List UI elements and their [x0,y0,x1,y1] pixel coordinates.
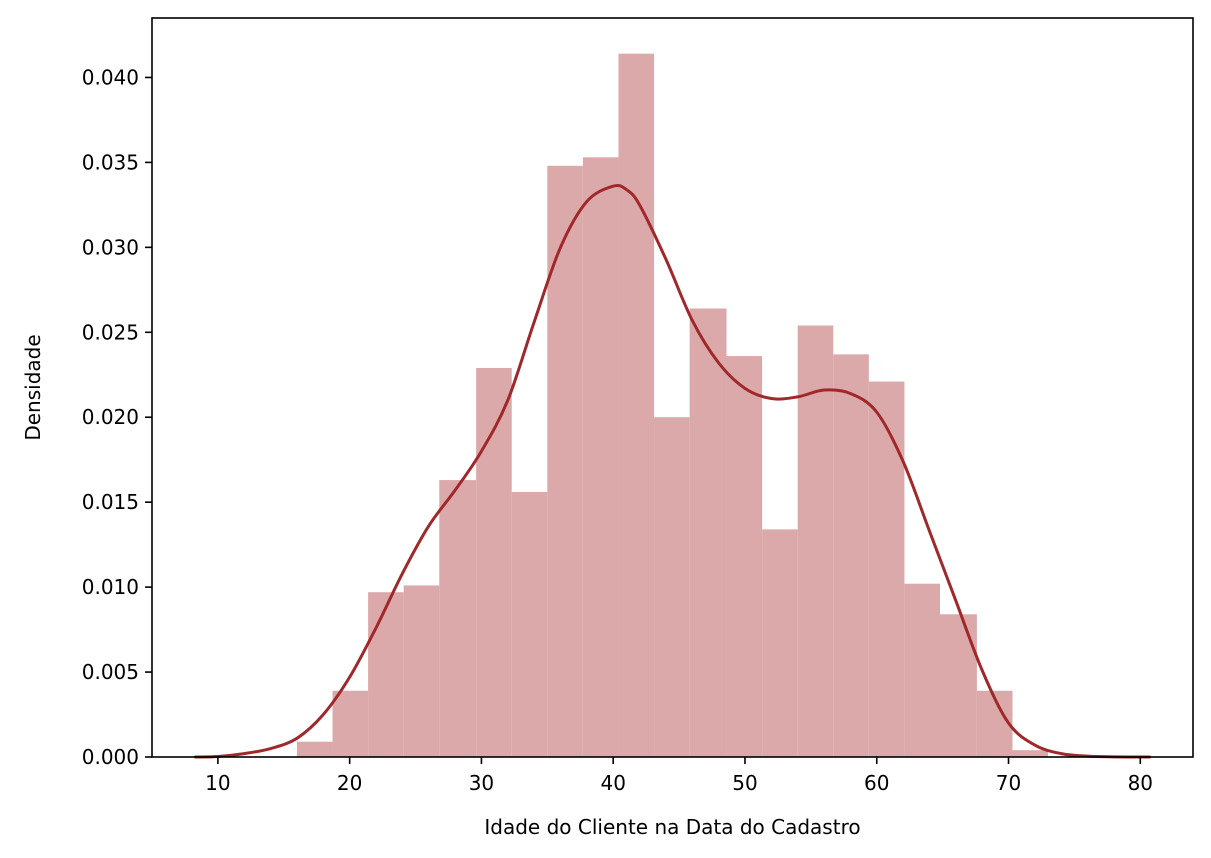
plot-frame [151,17,1194,758]
y-tick-label: 0.025 [82,320,139,344]
histogram-bar [439,480,477,757]
x-axis-label: Idade do Cliente na Data do Cadastro [484,815,860,839]
y-tick-label: 0.010 [82,575,139,599]
x-tick-label: 30 [469,771,494,795]
histogram-bar [904,583,940,757]
histogram-bar [797,325,834,757]
histogram-bar [762,529,798,757]
histogram-bar [403,585,440,757]
histogram-bar [1012,750,1049,757]
x-tick-label: 50 [732,771,757,795]
y-tick-label: 0.015 [82,490,139,514]
y-tick-label: 0.040 [82,65,139,89]
x-axis-ticks: 10 20 30 40 50 60 70 80 [205,757,1153,795]
y-tick-label: 0.035 [82,150,139,174]
kde-curve-layer [193,183,1152,759]
y-tick-label: 0.000 [82,745,139,769]
y-tick-label: 0.005 [82,660,139,684]
histogram-bar [582,157,619,758]
kde-density-line [193,183,1152,759]
histogram-bar [726,356,763,757]
y-tick-label: 0.030 [82,235,139,259]
histogram-bar [618,53,655,758]
histogram-bar [296,741,333,757]
x-tick-label: 40 [600,771,625,795]
histogram-bar [476,367,512,757]
histogram-bar [868,381,905,757]
histogram-bars [296,53,1049,758]
x-tick-label: 60 [864,771,889,795]
x-tick-label: 10 [205,771,230,795]
x-tick-label: 80 [1128,771,1153,795]
y-tick-label: 0.020 [82,405,139,429]
histogram-bar [654,417,690,757]
histogram-bar [833,354,869,757]
x-tick-label: 20 [337,771,362,795]
histogram-bar [939,614,977,757]
histogram-bar [368,592,404,757]
y-axis-label: Densidade [21,334,45,440]
histogram-bar [547,165,583,758]
histogram-bar [332,690,369,757]
histogram-bar [511,491,548,757]
y-axis-ticks: 0.000 0.005 0.010 0.015 0.020 0.025 0.030 0.035… [82,65,152,769]
histogram-bar [689,308,727,757]
x-tick-label: 70 [996,771,1021,795]
histogram-bar [976,690,1013,757]
